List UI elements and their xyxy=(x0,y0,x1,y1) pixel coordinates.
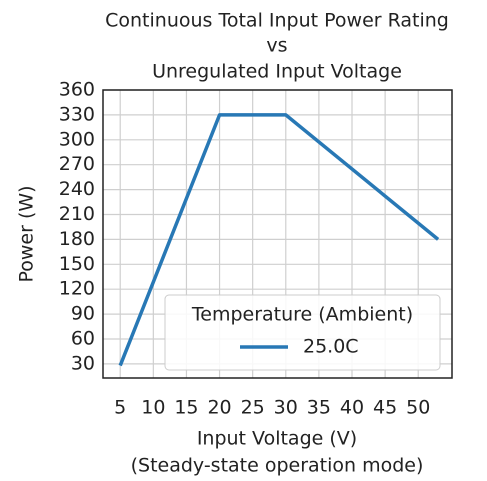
y-tick-label: 120 xyxy=(59,278,95,300)
plot-frame xyxy=(102,89,453,379)
y-axis-label: Power (W) xyxy=(16,185,38,282)
x-tick-label: 45 xyxy=(373,397,397,419)
x-tick-label: 15 xyxy=(174,397,198,419)
y-tick-label: 360 xyxy=(59,79,95,101)
x-axis-label: (Steady-state operation mode) xyxy=(131,455,424,477)
legend-title: Temperature (Ambient) xyxy=(191,304,413,326)
y-tick-label: 210 xyxy=(59,203,95,225)
y-tick-label: 180 xyxy=(59,228,95,250)
x-tick-label: 5 xyxy=(114,397,126,419)
chart-title: Unregulated Input Voltage xyxy=(152,61,402,83)
y-tick-label: 240 xyxy=(59,178,95,200)
x-tick-label: 30 xyxy=(274,397,298,419)
x-axis-label: Input Voltage (V) xyxy=(197,428,357,450)
x-tick-label: 35 xyxy=(307,397,331,419)
chart-title: Continuous Total Input Power Rating xyxy=(105,10,449,32)
y-tick-label: 60 xyxy=(71,327,95,349)
chart-title: vs xyxy=(266,35,287,57)
legend-box xyxy=(164,294,441,371)
legend-label: 25.0C xyxy=(303,336,359,358)
y-tick-label: 30 xyxy=(71,352,95,374)
data-line xyxy=(118,113,440,367)
y-tick-label: 300 xyxy=(59,128,95,150)
x-tick-label: 50 xyxy=(406,397,430,419)
y-tick-label: 150 xyxy=(59,253,95,275)
x-tick-label: 25 xyxy=(241,397,265,419)
x-tick-label: 40 xyxy=(340,397,364,419)
y-tick-label: 270 xyxy=(59,153,95,175)
y-tick-label: 330 xyxy=(59,103,95,125)
y-tick-label: 90 xyxy=(71,303,95,325)
x-tick-label: 10 xyxy=(141,397,165,419)
x-tick-label: 20 xyxy=(207,397,231,419)
